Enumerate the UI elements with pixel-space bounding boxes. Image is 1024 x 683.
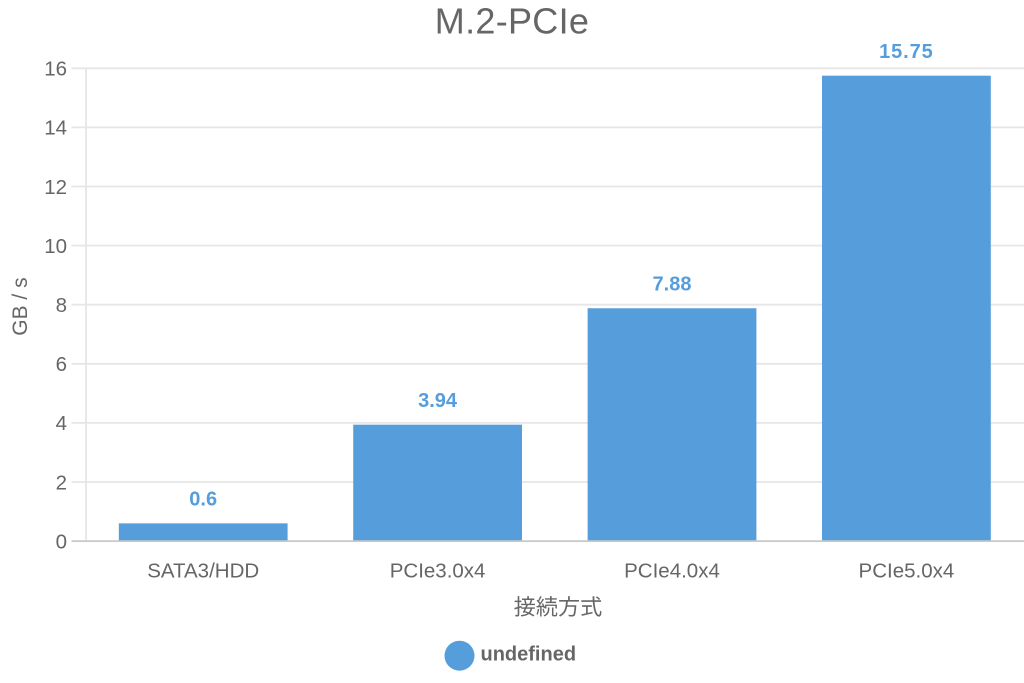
svg-text:4: 4	[56, 412, 67, 435]
svg-text:PCIe3.0x4: PCIe3.0x4	[390, 560, 486, 583]
svg-text:12: 12	[44, 176, 67, 199]
svg-text:0: 0	[56, 530, 67, 553]
svg-text:0.6: 0.6	[189, 488, 217, 510]
svg-text:3.94: 3.94	[418, 390, 458, 412]
svg-text:M.2-PCIe: M.2-PCIe	[435, 0, 589, 41]
svg-text:15.75: 15.75	[879, 41, 934, 63]
svg-text:PCIe4.0x4: PCIe4.0x4	[624, 560, 720, 583]
svg-text:8: 8	[56, 294, 67, 317]
svg-text:6: 6	[56, 353, 67, 376]
svg-text:10: 10	[44, 235, 67, 258]
svg-text:undefined: undefined	[481, 643, 577, 665]
svg-text:GB / s: GB / s	[9, 277, 32, 335]
svg-text:PCIe5.0x4: PCIe5.0x4	[859, 560, 955, 583]
svg-text:2: 2	[56, 471, 67, 494]
svg-text:7.88: 7.88	[653, 273, 692, 295]
svg-text:16: 16	[44, 58, 67, 81]
svg-text:SATA3/HDD: SATA3/HDD	[147, 560, 259, 583]
svg-text:14: 14	[44, 117, 67, 140]
